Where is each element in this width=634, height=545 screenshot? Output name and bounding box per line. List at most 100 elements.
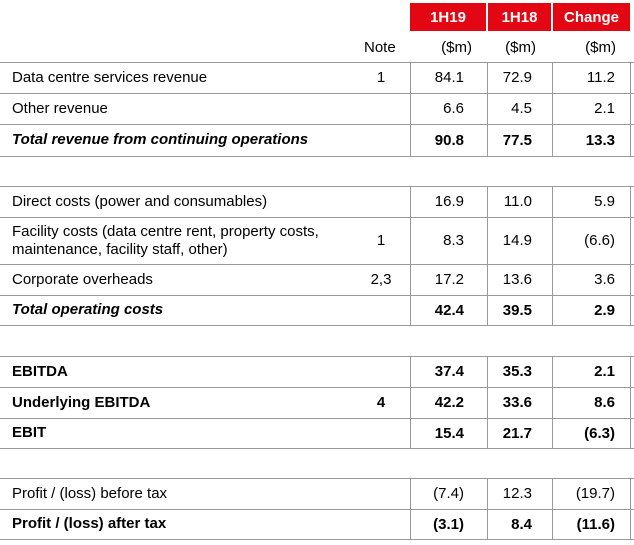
row-rule [0,509,634,510]
value-change: 13.3 [585,131,615,149]
column-divider [552,356,553,449]
value-change: (6.6) [584,232,615,249]
row-rule [0,264,634,265]
row-rule [0,124,634,125]
row-label: Total operating costs [12,301,164,318]
value-change: 3.6 [594,271,615,288]
value-1h18: 35.3 [502,363,532,380]
value-change: (11.6) [576,515,615,533]
value-1h18: 8.4 [511,515,532,533]
value-1h19: 37.4 [434,363,464,380]
table-row-total: Total revenue from continuing operations… [0,124,634,156]
column-divider [487,62,488,157]
row-label: Profit / (loss) before tax [12,485,168,502]
value-1h19: 6.6 [443,100,464,117]
units-1h18: ($m) [505,38,536,56]
value-change: 5.9 [594,193,615,210]
row-note [358,124,404,156]
value-1h19: 42.2 [434,394,464,411]
row-label: Data centre services revenue [12,69,208,86]
row-rule [0,418,634,419]
table-row: Data centre services revenue 1 84.1 72.9… [0,62,634,93]
table-row: EBIT 15.4 21.7 (6.3) [0,418,634,448]
table-row: Other revenue 6.6 4.5 2.1 [0,93,634,124]
row-label: EBITDA [12,363,68,380]
column-header-change: Change [553,3,630,31]
row-rule [0,478,634,479]
row-note [358,295,404,325]
column-divider [410,62,411,157]
row-note [358,93,404,124]
value-1h18: 13.6 [502,271,532,288]
row-note: 2,3 [370,271,392,288]
column-header-1h19: 1H19 [410,3,486,31]
value-1h18: 14.9 [502,232,532,249]
row-rule [0,448,634,449]
column-header-1h18: 1H18 [488,3,551,31]
row-rule [0,325,634,326]
row-rule [0,217,634,218]
value-1h18: 39.5 [502,301,532,319]
row-rule [0,186,634,187]
row-note [358,478,404,509]
value-1h18: 4.5 [511,100,532,117]
row-note: 1 [376,232,386,249]
row-rule [0,93,634,94]
value-change: (19.7) [575,485,615,502]
value-1h19: 17.2 [434,271,464,288]
value-1h18: 33.6 [502,394,532,411]
row-rule [0,387,634,388]
row-rule [0,539,634,540]
row-label-continued: maintenance, facility staff, other) [12,241,228,258]
column-divider [487,356,488,449]
column-divider [487,186,488,326]
column-divider [410,186,411,326]
value-1h19: (3.1) [433,515,464,533]
row-note: 4 [376,394,386,411]
note-column-header: Note [364,38,396,56]
value-1h19: 8.3 [443,232,464,249]
table-row: Profit / (loss) before tax (7.4) 12.3 (1… [0,478,634,509]
value-change: 8.6 [594,394,615,411]
value-1h19: (7.4) [433,485,464,502]
column-divider [410,356,411,449]
value-1h19: 84.1 [434,69,464,86]
row-rule [0,295,634,296]
value-change: (6.3) [584,424,615,442]
value-1h19: 90.8 [434,131,464,149]
value-change: 2.1 [594,363,615,380]
table-row-total: Total operating costs 42.4 39.5 2.9 [0,295,634,325]
value-change: 2.1 [594,100,615,117]
row-label: Underlying EBITDA [12,394,151,411]
table-row: EBITDA 37.4 35.3 2.1 [0,356,634,387]
value-change: 2.9 [594,301,615,319]
row-note [358,509,404,539]
row-rule [0,356,634,357]
row-rule [0,156,634,157]
units-1h19: ($m) [441,38,472,56]
row-label: Facility costs (data centre rent, proper… [12,223,319,240]
row-label: Total revenue from continuing operations [12,131,309,148]
row-label: Corporate overheads [12,271,153,288]
table-row: Direct costs (power and consumables) 16.… [0,186,634,217]
value-1h18: 72.9 [502,69,532,86]
row-note [358,418,404,448]
column-divider [552,186,553,326]
units-change: ($m) [585,38,616,56]
column-divider [630,186,631,326]
row-note [358,186,404,217]
value-1h18: 12.3 [502,485,532,502]
column-divider [630,62,631,157]
column-divider [630,356,631,449]
value-1h19: 15.4 [434,424,464,442]
table-row: Underlying EBITDA 4 42.2 33.6 8.6 [0,387,634,418]
table-row: Profit / (loss) after tax (3.1) 8.4 (11.… [0,509,634,539]
table-row: Facility costs (data centre rent, proper… [0,217,634,264]
row-note [358,356,404,387]
table-row: Corporate overheads 2,3 17.2 13.6 3.6 [0,264,634,295]
row-label: Other revenue [12,100,108,117]
row-label: Profit / (loss) after tax [12,515,167,532]
row-label: Direct costs (power and consumables) [12,193,268,210]
value-change: 11.2 [586,69,615,86]
value-1h18: 21.7 [502,424,532,442]
